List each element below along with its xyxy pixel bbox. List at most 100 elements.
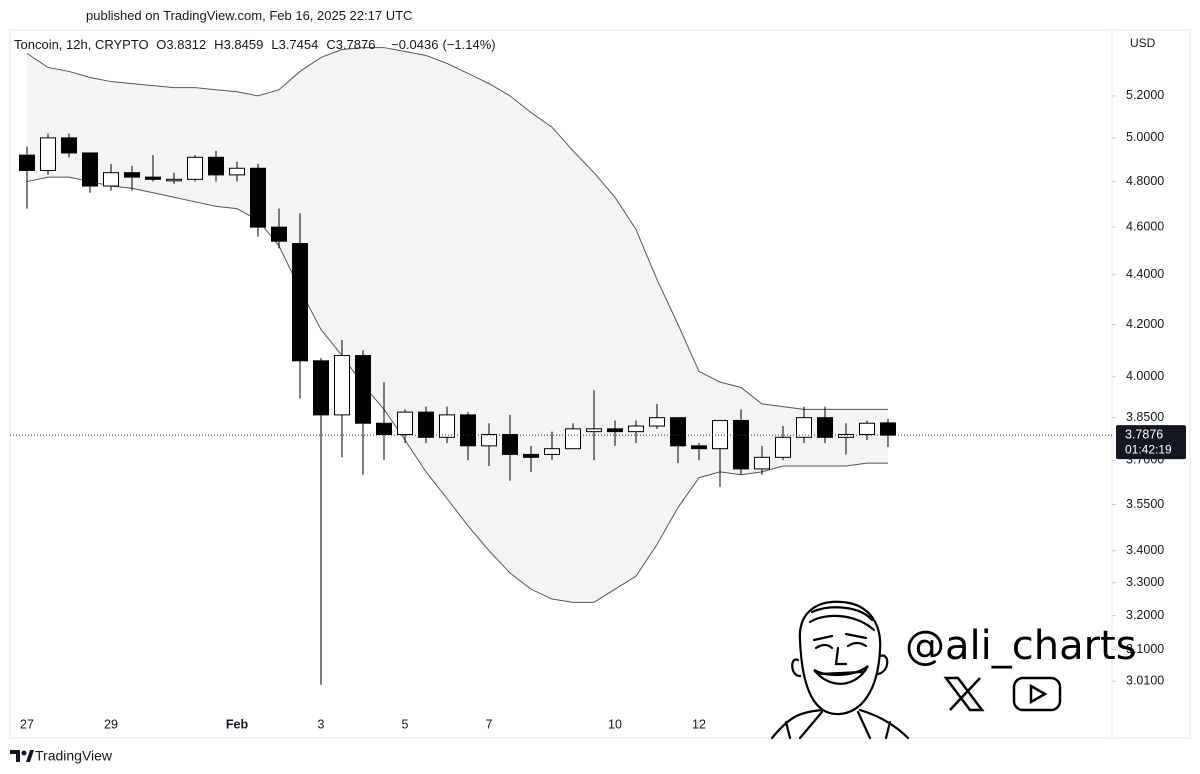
candle-body: [712, 419, 728, 450]
ohlc-label: O: [156, 37, 167, 52]
candle-body: [355, 355, 371, 424]
candle-body: [775, 436, 791, 458]
x-tick-label: 7: [486, 717, 493, 731]
candle-body: [103, 172, 119, 187]
ohlc-label: L: [271, 37, 279, 52]
x-tick-label: 5: [402, 717, 409, 731]
candle-body: [607, 428, 623, 433]
x-tick-label: 29: [104, 717, 118, 731]
candle-body: [397, 411, 413, 435]
y-tick-label: 3.2000: [1126, 608, 1164, 622]
y-tick-label: 4.2000: [1126, 317, 1164, 331]
y-tick-label: 3.5500: [1126, 497, 1164, 511]
x-tick-label: 3: [318, 717, 325, 731]
symbol: Toncoin, 12h, CRYPTO: [14, 37, 149, 52]
y-tick-label: 3.0100: [1126, 673, 1164, 687]
ohlc-label: H: [214, 37, 224, 52]
candle-body: [376, 422, 392, 435]
candle-body: [229, 167, 245, 176]
candle-body: [439, 414, 455, 438]
ohlc-label: C: [326, 37, 336, 52]
candle-body: [565, 428, 581, 450]
candle-body: [124, 172, 140, 178]
ohlc-value: 3.8312: [166, 37, 207, 52]
band-fill: [27, 47, 888, 603]
ohlc-item: C3.7876: [326, 37, 379, 52]
watermark-handle: @ali_charts: [905, 623, 1137, 669]
candle-body: [733, 419, 749, 470]
candle-body: [418, 411, 434, 438]
candle-body: [523, 453, 539, 458]
ohlc-value: 3.7454: [278, 37, 319, 52]
candle-body: [82, 152, 98, 187]
watermark-face: [770, 600, 910, 740]
y-tick-label: 5.2000: [1126, 88, 1164, 102]
chart-frame: [9, 29, 1191, 739]
y-tick-label: 4.8000: [1126, 174, 1164, 188]
x-icon: [943, 676, 985, 712]
y-tick-label: 4.4000: [1126, 267, 1164, 281]
y-tick-label: 5.0000: [1126, 130, 1164, 144]
candle-body: [481, 433, 497, 447]
band-upper: [26, 47, 888, 410]
candle-body: [208, 156, 224, 176]
candle-body: [460, 414, 476, 447]
candle-body: [691, 445, 707, 450]
y-tick-label: 3.3000: [1126, 575, 1164, 589]
youtube-icon: [1012, 676, 1062, 712]
candle-body: [859, 422, 875, 435]
ohlc-values: O3.8312 H3.8459 L3.7454 C3.7876: [156, 37, 383, 52]
y-tick-label: 3.4000: [1126, 543, 1164, 557]
x-tick-label: 12: [692, 717, 706, 731]
change: −0.0436: [391, 37, 439, 52]
candle-body: [166, 178, 182, 182]
candle-body: [754, 456, 770, 470]
candle-body: [796, 417, 812, 438]
countdown: 01:42:19: [1125, 442, 1172, 456]
candle-body: [187, 156, 203, 180]
price-tag: [1116, 425, 1186, 460]
y-tick-label: 3.8500: [1126, 410, 1164, 424]
candle-body: [838, 433, 854, 438]
plot-area: [10, 47, 1112, 685]
candle-body: [40, 137, 56, 171]
candle-body: [880, 422, 896, 436]
candle-body: [817, 417, 833, 438]
ohlc-value: 3.8459: [223, 37, 264, 52]
ohlc-item: L3.7454: [271, 37, 322, 52]
candle-body: [628, 425, 644, 433]
candle-body: [61, 137, 77, 154]
candle-body: [502, 433, 518, 455]
brand-logo: [10, 750, 34, 762]
candle-body: [649, 417, 665, 427]
candle-body: [292, 243, 308, 362]
ohlc-value: 3.7876: [335, 37, 376, 52]
brand-name: TradingView: [35, 748, 113, 764]
price-tag-value: 3.7876: [1125, 427, 1163, 441]
x-tick-label: 10: [608, 717, 622, 731]
candle-body: [271, 226, 287, 242]
symbol-legend: Toncoin, 12h, CRYPTO O3.8312 H3.8459 L3.74…: [14, 37, 500, 52]
candle-body: [670, 417, 686, 447]
band-lower: [26, 176, 888, 603]
y-tick-label: 3.1000: [1126, 642, 1164, 656]
y-tick-label: 4.6000: [1126, 219, 1164, 233]
ohlc-item: O3.8312: [156, 37, 210, 52]
y-tick-label: 4.0000: [1126, 369, 1164, 383]
candle-body: [250, 167, 266, 228]
candle-body: [145, 176, 161, 180]
ohlc-item: H3.8459: [214, 37, 267, 52]
candle-body: [19, 154, 35, 171]
candle-body: [313, 360, 329, 416]
candle-body: [544, 448, 560, 455]
axes: USD 5.2000 5.0000 4.8000 4.6000 4.4000 4.2000 4…: [20, 36, 1186, 731]
x-tick-label: 27: [20, 717, 34, 731]
x-tick-label: Feb: [226, 717, 249, 731]
candle-body: [334, 355, 350, 416]
published-note: published on TradingView.com, Feb 16, 20…: [86, 8, 413, 23]
candle-body: [586, 428, 602, 433]
currency-label: USD: [1130, 36, 1156, 50]
change-pct: (−1.14%): [442, 37, 496, 52]
